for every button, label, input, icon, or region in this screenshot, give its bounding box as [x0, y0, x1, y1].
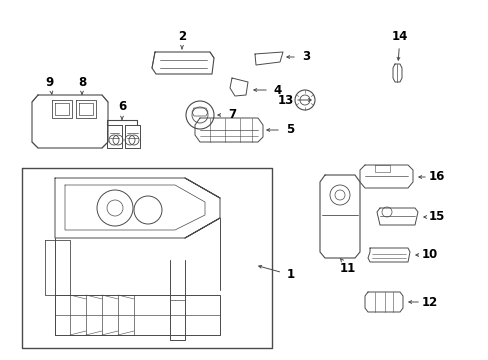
Text: 1: 1 [286, 269, 294, 282]
Text: 15: 15 [428, 211, 444, 224]
Text: 12: 12 [421, 296, 437, 309]
Text: 13: 13 [277, 94, 293, 107]
Text: 3: 3 [301, 50, 309, 63]
Text: 4: 4 [273, 84, 282, 96]
Text: 2: 2 [178, 31, 185, 44]
Text: 5: 5 [285, 123, 293, 136]
Text: 8: 8 [78, 76, 86, 89]
Text: 14: 14 [391, 31, 407, 44]
Text: 9: 9 [46, 76, 54, 89]
Text: 10: 10 [421, 248, 437, 261]
Text: 7: 7 [227, 108, 236, 121]
Text: 11: 11 [339, 261, 355, 274]
Text: 16: 16 [428, 171, 444, 184]
Text: 6: 6 [118, 100, 126, 113]
